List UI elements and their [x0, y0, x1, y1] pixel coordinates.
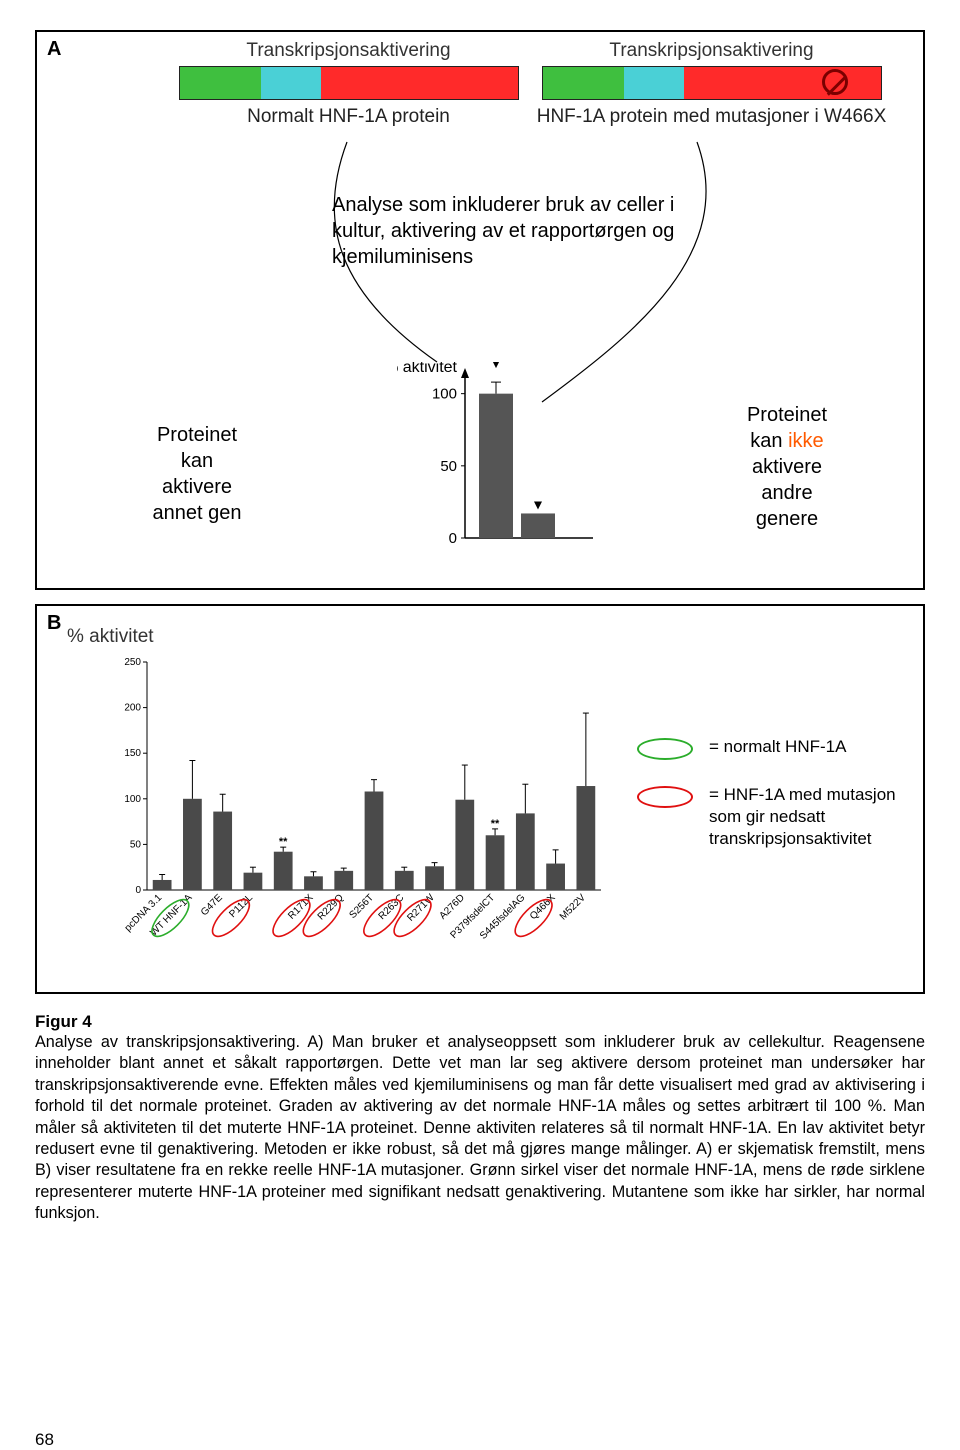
svg-text:% aktivitet: % aktivitet [397, 362, 458, 376]
y-axis-title: % aktivitet [67, 626, 154, 648]
svg-text:100: 100 [124, 794, 141, 805]
svg-text:250: 250 [124, 657, 141, 668]
legend-mutant-text: = HNF-1A med mutasjon som gir nedsatt tr… [709, 784, 905, 850]
ta-label-left: Transkripsjonsaktivering [246, 40, 450, 62]
legend-mutant: = HNF-1A med mutasjon som gir nedsatt tr… [637, 784, 905, 850]
svg-text:R229Q: R229Q [316, 892, 346, 922]
legend: = normalt HNF-1A = HNF-1A med mutasjon s… [637, 736, 905, 874]
normal-protein-diagram: Transkripsjonsaktivering Normalt HNF-1A … [167, 40, 530, 128]
legend-normal: = normalt HNF-1A [637, 736, 905, 760]
ta-label-right: Transkripsjonsaktivering [609, 40, 813, 62]
legend-normal-text: = normalt HNF-1A [709, 736, 905, 758]
legend-ellipse-red [637, 786, 693, 808]
left-side-text: Proteinetkanaktivereannet gen [127, 422, 267, 526]
panel-a-label: A [47, 38, 61, 61]
svg-text:A276D: A276D [438, 892, 467, 921]
panel-b-label: B [47, 612, 61, 635]
svg-text:0: 0 [449, 530, 457, 547]
svg-text:Q466X: Q466X [528, 892, 558, 922]
protein-bar-right [542, 66, 882, 100]
svg-text:P112L: P112L [227, 892, 255, 920]
page-number: 68 [35, 1430, 54, 1450]
svg-text:100: 100 [432, 386, 457, 403]
mini-bar-chart: 0 50 100 % aktivitet [397, 362, 597, 562]
protein-bar-left [179, 66, 519, 100]
activity-bar-chart: 050100150200250pcDNA 3.1WT HNF-1AG47EP11… [107, 656, 607, 986]
svg-text:M522V: M522V [558, 892, 588, 922]
svg-text:R263C: R263C [377, 892, 407, 922]
svg-text:50: 50 [130, 839, 142, 850]
svg-text:50: 50 [440, 458, 457, 475]
figure-caption: Analyse av transkripsjonsaktivering. A) … [35, 1032, 925, 1224]
svg-text:150: 150 [124, 748, 141, 759]
legend-ellipse-green [637, 738, 693, 760]
svg-text:**: ** [279, 836, 288, 848]
svg-text:**: ** [491, 818, 500, 830]
svg-text:200: 200 [124, 703, 141, 714]
panel-a: A Transkripsjonsaktivering Normalt HNF-1… [35, 30, 925, 590]
figure-head: Figur 4 [35, 1012, 925, 1032]
mutant-protein-diagram: Transkripsjonsaktivering HNF-1A protein … [530, 40, 893, 128]
panel-b: B % aktivitet 050100150200250pcDNA 3.1WT… [35, 604, 925, 994]
svg-text:R171X: R171X [286, 892, 316, 922]
svg-text:R271W: R271W [405, 892, 437, 924]
right-side-text: Proteinetkan ikkeaktivereandregenere [717, 402, 857, 532]
svg-text:0: 0 [135, 885, 141, 896]
protein-diagrams: Transkripsjonsaktivering Normalt HNF-1A … [67, 40, 893, 128]
caption-right: HNF-1A protein med mutasjoner i W466X [537, 106, 887, 128]
svg-text:S256T: S256T [348, 892, 377, 921]
caption-left: Normalt HNF-1A protein [247, 106, 450, 128]
